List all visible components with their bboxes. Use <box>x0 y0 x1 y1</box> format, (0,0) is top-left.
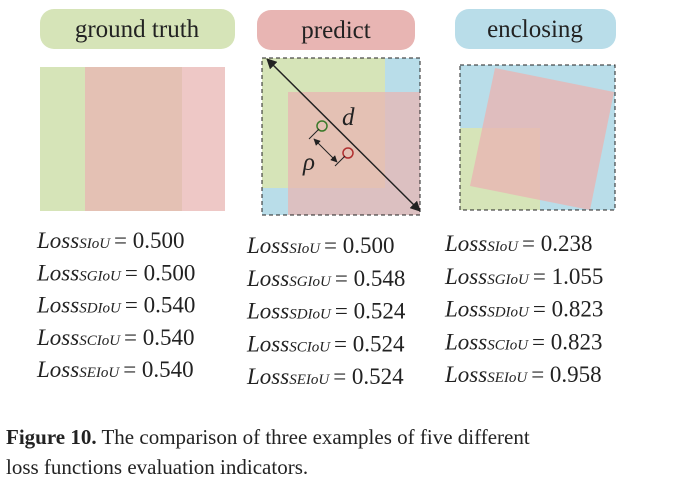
loss-formula: LossSCIoU = 0.524 <box>246 331 405 356</box>
loss-subscript: SDIoU <box>487 305 530 321</box>
loss-name: Loss <box>36 293 79 318</box>
legend-label: predict <box>301 17 370 44</box>
caption: Figure 10. The comparison of three examp… <box>6 425 530 449</box>
loss-subscript: SIoU <box>289 241 321 257</box>
legend-pill <box>455 9 616 49</box>
loss-name: Loss <box>36 357 79 382</box>
loss-value: = 0.500 <box>114 228 184 253</box>
loss-value: = 0.524 <box>335 299 406 324</box>
loss-value: = 0.540 <box>124 325 194 350</box>
loss-value: = 1.055 <box>533 264 603 289</box>
loss-subscript: SDIoU <box>289 307 332 323</box>
loss-value: = 0.540 <box>125 293 195 318</box>
loss-value: = 0.524 <box>334 331 405 356</box>
loss-subscript: SCIoU <box>289 339 331 355</box>
loss-formula: LossSGIoU = 1.055 <box>444 264 603 289</box>
loss-value: = 0.238 <box>522 231 592 256</box>
loss-value: = 0.958 <box>531 362 601 387</box>
loss-formula: LossSDIoU = 0.823 <box>444 297 603 322</box>
loss-subscript: SCIoU <box>79 333 121 349</box>
loss-name: Loss <box>246 364 289 389</box>
legend-label: ground truth <box>75 16 200 43</box>
loss-formula: LossSIoU = 0.500 <box>36 228 185 253</box>
loss-value: = 0.524 <box>333 364 404 389</box>
caption-label: Figure 10. <box>6 425 97 449</box>
loss-formula: LossSDIoU = 0.524 <box>246 299 406 324</box>
caption: loss functions evaluation indicators. <box>6 455 308 479</box>
loss-name: Loss <box>36 260 79 285</box>
panel <box>40 67 225 211</box>
loss-formula: LossSGIoU = 0.500 <box>36 260 195 285</box>
loss-formula: LossSDIoU = 0.540 <box>36 293 195 318</box>
loss-subscript: SGIoU <box>79 268 122 284</box>
loss-subscript: SEIoU <box>289 372 330 388</box>
loss-subscript: SCIoU <box>487 337 529 353</box>
loss-name: Loss <box>444 297 487 322</box>
loss-subscript: SIoU <box>79 236 111 252</box>
loss-name: Loss <box>444 264 487 289</box>
loss-value: = 0.823 <box>532 329 602 354</box>
loss-value: = 0.548 <box>335 266 405 291</box>
loss-name: Loss <box>246 331 289 356</box>
loss-name: Loss <box>246 299 289 324</box>
loss-subscript: SDIoU <box>79 301 122 317</box>
loss-subscript: SEIoU <box>487 370 528 386</box>
loss-value: = 0.823 <box>533 297 603 322</box>
loss-name: Loss <box>444 329 487 354</box>
loss-value: = 0.500 <box>324 233 394 258</box>
loss-name: Loss <box>246 266 289 291</box>
loss-formula: LossSGIoU = 0.548 <box>246 266 405 291</box>
panel: d ρ <box>261 57 421 216</box>
loss-subscript: SIoU <box>487 239 519 255</box>
legend-pill <box>257 10 415 50</box>
loss-formula: LossSCIoU = 0.823 <box>444 329 603 354</box>
loss-name: Loss <box>36 228 79 253</box>
annotation: d <box>342 104 355 131</box>
loss-subscript: SEIoU <box>79 365 120 381</box>
loss-name: Loss <box>36 325 79 350</box>
annotation: ρ <box>302 149 315 176</box>
loss-value: = 0.540 <box>123 357 193 382</box>
loss-formula: LossSEIoU = 0.524 <box>246 364 404 389</box>
loss-subscript: SGIoU <box>289 274 332 290</box>
loss-formula: LossSIoU = 0.238 <box>444 231 593 256</box>
loss-value: = 0.500 <box>125 260 195 285</box>
loss-name: Loss <box>246 233 289 258</box>
loss-name: Loss <box>444 362 487 387</box>
panel <box>459 64 616 211</box>
loss-subscript: SGIoU <box>487 272 530 288</box>
loss-formula: LossSCIoU = 0.540 <box>36 325 195 350</box>
legend-label: enclosing <box>487 16 583 43</box>
legend-pill <box>40 9 235 49</box>
loss-formula: LossSEIoU = 0.540 <box>36 357 194 382</box>
loss-formula: LossSEIoU = 0.958 <box>444 362 602 387</box>
loss-name: Loss <box>444 231 487 256</box>
caption-text: The comparison of three examples of five… <box>97 425 530 449</box>
loss-formula: LossSIoU = 0.500 <box>246 233 395 258</box>
